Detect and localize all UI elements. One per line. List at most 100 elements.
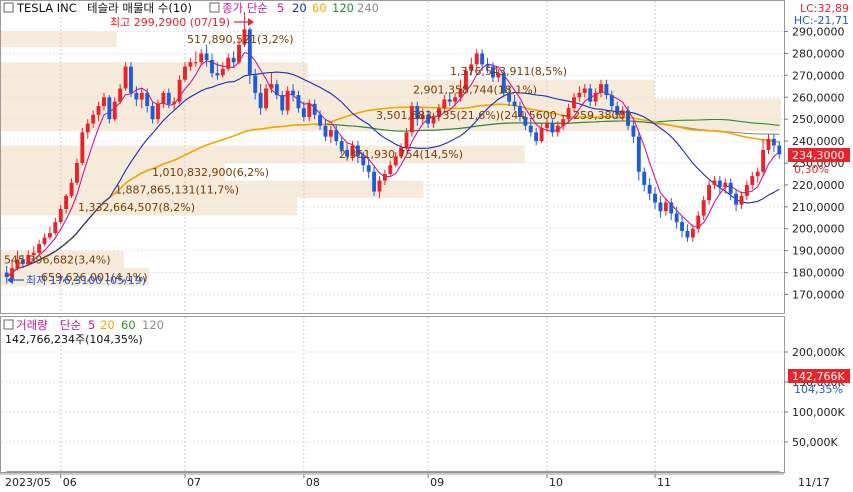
- volume-profile-band-5: [1, 145, 525, 163]
- candle-body-124: [674, 213, 679, 223]
- date-tick-label-2: 07: [187, 476, 201, 489]
- candle-body-27: [150, 106, 155, 120]
- candle-body-108: [588, 88, 593, 102]
- candle-body-136: [739, 195, 744, 205]
- volume-profile-label-8: 1,376,543,911(8,5%): [450, 65, 567, 78]
- volume-profile-label-1: 659,626,001(4,1%): [41, 271, 148, 284]
- candle-body-17: [96, 106, 101, 115]
- candle-body-28: [156, 103, 160, 120]
- volume-profile-label-7: 2,901,358,744(18,1%): [413, 84, 537, 97]
- chart-title: 테슬라 매물대 수(10): [87, 1, 192, 15]
- price-tick-label-5: 240,0000: [792, 135, 845, 148]
- candle-body-26: [145, 92, 150, 107]
- candle-body-60: [328, 130, 333, 137]
- candle-body-117: [636, 136, 641, 172]
- candle-body-114: [620, 110, 625, 115]
- volume-profile-band-8: [1, 62, 308, 80]
- current-price-badge: 234,3000 0,30%: [788, 148, 850, 176]
- volume-panel-frame: [0, 316, 785, 473]
- candle-body-128: [696, 215, 701, 229]
- candle-body-110: [599, 84, 603, 93]
- candle-body-34: [188, 62, 193, 67]
- candlesticks: [4, 11, 782, 284]
- candle-body-102: [555, 125, 560, 133]
- candle-body-113: [615, 106, 620, 115]
- candle-body-65: [355, 145, 360, 157]
- low-label: 최저 176,3100 (05/19): [26, 274, 146, 287]
- ma20-line: [6, 71, 780, 278]
- ma-label: 종가 단순: [222, 1, 268, 15]
- current-volume-badge: 142,766K 104,35%: [788, 369, 850, 396]
- candle-body-9: [53, 222, 58, 234]
- candle-body-100: [545, 123, 549, 128]
- volume-ma-label: 단순: [60, 318, 81, 332]
- candle-body-123: [669, 202, 674, 214]
- candle-body-56: [307, 103, 312, 117]
- candle-body-47: [258, 92, 263, 109]
- candle-body-84: [458, 88, 463, 98]
- candle-body-74: [404, 132, 409, 148]
- candle-body-41: [226, 57, 231, 69]
- grid-lines: [1, 1, 784, 472]
- candle-body-103: [561, 119, 566, 126]
- candle-body-40: [220, 68, 225, 76]
- price-tick-label-3: 260,0000: [792, 91, 845, 104]
- candle-body-121: [658, 202, 663, 212]
- candle-body-68: [372, 171, 377, 192]
- candle-body-88: [480, 53, 485, 65]
- volume-profile-band-6: [1, 98, 781, 132]
- header-checkbox-ma[interactable]: [209, 2, 220, 13]
- axes: 290,0000 280,0000 270,0000 260,0000 250,0000…: [0, 26, 845, 489]
- candle-body-21: [118, 88, 123, 102]
- candle-body-14: [80, 132, 85, 163]
- candle-body-50: [274, 84, 279, 96]
- candle-body-135: [734, 193, 739, 205]
- volume-tick-label-3: 50,000K: [792, 436, 838, 449]
- candle-body-79: [431, 116, 436, 124]
- current-volume-label: 142,766,234주(104,35%): [5, 333, 143, 346]
- candle-body-116: [631, 125, 636, 137]
- volume-title: 거래량: [16, 318, 48, 332]
- current-price-value: 234,3000: [792, 149, 845, 162]
- candle-body-97: [528, 125, 533, 133]
- current-price-change: 0,30%: [794, 163, 829, 176]
- candle-body-57: [312, 103, 317, 115]
- candle-body-38: [210, 60, 214, 74]
- volume-profile-label-5: 2,351,930,754(14,5%): [339, 148, 463, 161]
- price-tick-label-9: 200,0000: [792, 223, 845, 236]
- vma5-label: 5: [88, 318, 95, 332]
- candle-body-76: [415, 106, 420, 120]
- candle-body-8: [47, 233, 52, 238]
- candle-body-29: [161, 92, 166, 104]
- candle-body-119: [647, 184, 652, 194]
- price-tick-label-11: 180,0000: [792, 267, 845, 280]
- candle-body-22: [123, 66, 128, 89]
- date-tick-label-7: 11/17: [798, 476, 830, 489]
- volume-profile-band-9: [1, 31, 117, 47]
- candle-body-95: [518, 106, 522, 117]
- candle-body-18: [102, 97, 106, 107]
- volume-profile-label-2: 1,332,664,507(8,2%): [78, 201, 195, 214]
- candle-body-91: [496, 73, 501, 78]
- candle-body-4: [26, 255, 31, 264]
- candle-body-77: [420, 114, 425, 120]
- candle-body-32: [177, 79, 182, 102]
- header-checkbox[interactable]: [3, 2, 14, 13]
- volume-header: 거래량 단순 5 20 60 120 142,766,234주(104,35%): [3, 318, 164, 346]
- candle-body-36: [199, 53, 204, 63]
- candle-body-62: [339, 141, 344, 150]
- candle-body-31: [172, 101, 177, 104]
- candle-body-5: [31, 252, 36, 256]
- candle-body-87: [474, 53, 479, 65]
- candle-body-99: [539, 127, 544, 142]
- volume-profile-label-0: 545,396,682(3,4%): [4, 253, 111, 266]
- candle-body-141: [766, 138, 771, 150]
- volume-checkbox[interactable]: [3, 319, 14, 330]
- candle-body-127: [690, 228, 695, 238]
- price-tick-label-0: 290,0000: [792, 26, 845, 39]
- candle-body-75: [409, 106, 414, 133]
- date-tick-label-1: 06: [63, 476, 77, 489]
- lc-label: LC:32,89: [800, 2, 849, 15]
- candle-body-54: [296, 95, 301, 109]
